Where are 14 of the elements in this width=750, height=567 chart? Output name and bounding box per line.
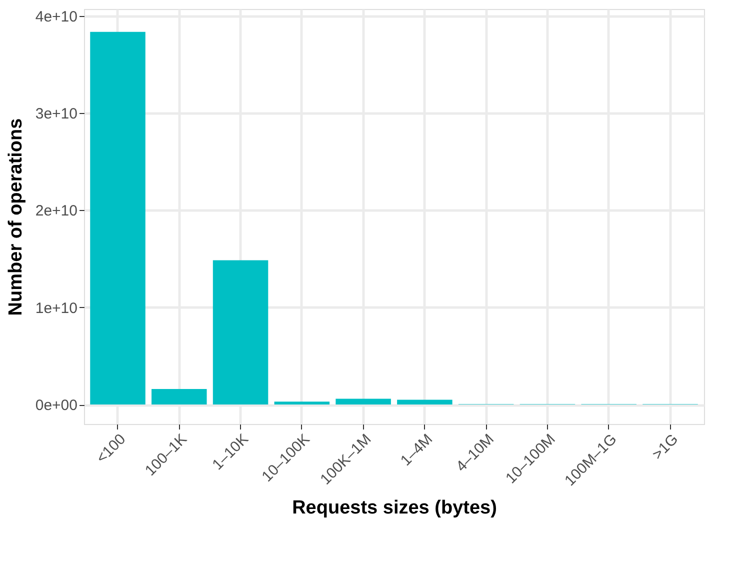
y-axis-title: Number of operations <box>5 118 26 316</box>
bar <box>336 398 391 405</box>
y-tick-label: 3e+10 <box>35 105 78 122</box>
x-tick-label: >1G <box>649 430 682 464</box>
y-tick-label: 2e+10 <box>35 202 78 220</box>
bar <box>274 402 330 405</box>
y-tick-label: 0e+00 <box>35 397 78 414</box>
bar <box>152 389 207 405</box>
y-tick-label: 1e+10 <box>35 300 78 317</box>
bar <box>90 32 146 405</box>
y-tick-label: 4e+10 <box>35 8 78 26</box>
bar <box>397 400 452 405</box>
bar <box>212 260 268 405</box>
x-axis-title: Requests sizes (bytes) <box>292 498 497 519</box>
